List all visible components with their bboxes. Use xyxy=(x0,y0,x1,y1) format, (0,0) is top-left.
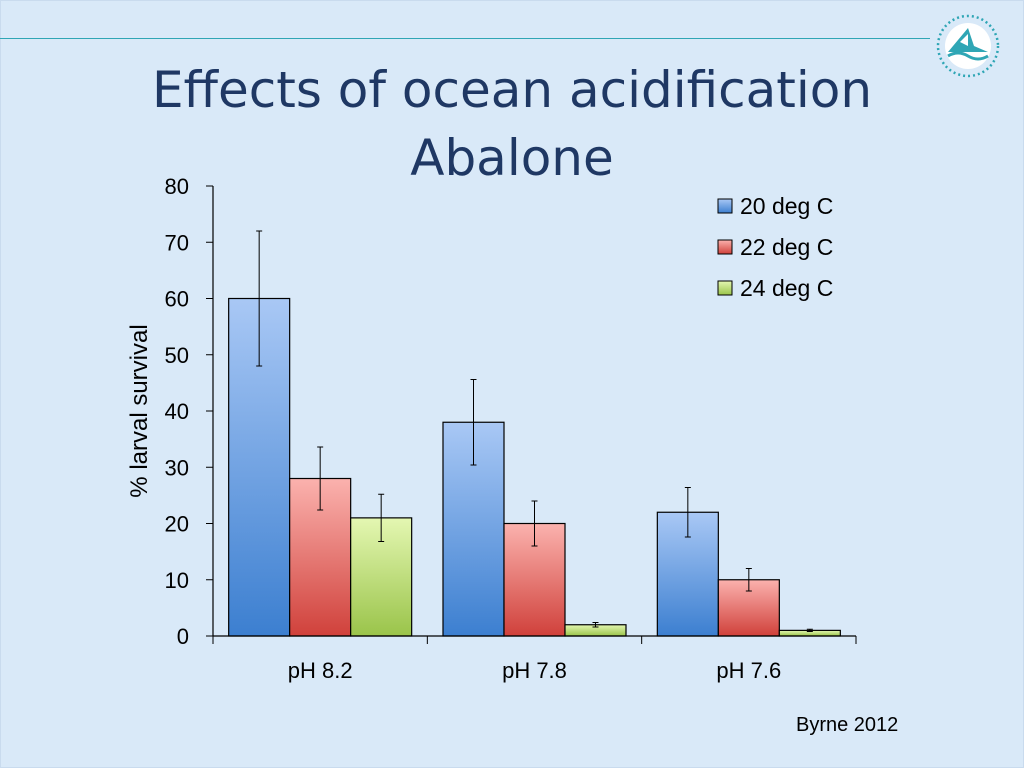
wave-boat-logo-icon xyxy=(936,14,1000,78)
axes-layer: 0 10 20 30 40 50 60 70 80 pH 8.2 pH 7.8 pH 7.6 % lar… xyxy=(126,174,857,683)
legend-swatch-2 xyxy=(717,239,733,255)
legend-swatch-1 xyxy=(717,198,733,214)
legend-label-3: 24 deg C xyxy=(740,275,833,301)
error-bar-2-2 xyxy=(531,500,538,547)
title-line-1: Effects of ocean acidification xyxy=(151,61,873,119)
error-bar-3-3 xyxy=(806,628,813,632)
x-category-label-3: pH 7.6 xyxy=(716,658,781,683)
error-bar-1-1 xyxy=(256,230,263,367)
error-bar-1-2 xyxy=(317,446,324,511)
y-tick-label-20: 20 xyxy=(165,512,189,537)
y-tick-label-60: 60 xyxy=(165,287,189,312)
y-tick-label-70: 70 xyxy=(165,230,189,255)
top-divider xyxy=(0,38,930,39)
y-tick-label-10: 10 xyxy=(165,568,189,593)
y-tick-label-40: 40 xyxy=(165,399,189,424)
y-axis-title: % larval survival xyxy=(126,324,153,497)
legend: 20 deg C 22 deg C 24 deg C xyxy=(717,193,833,301)
error-bar-2-3 xyxy=(592,622,599,628)
x-category-label-2: pH 7.8 xyxy=(502,658,567,683)
y-tick-label-50: 50 xyxy=(165,343,189,368)
legend-label-2: 22 deg C xyxy=(740,234,833,260)
y-tick-label-30: 30 xyxy=(165,455,189,480)
y-tick-label-0: 0 xyxy=(177,624,189,649)
error-bar-3-2 xyxy=(745,568,752,592)
y-tick-label-80: 80 xyxy=(165,174,189,199)
x-category-label-1: pH 8.2 xyxy=(288,658,353,683)
error-bar-3-1 xyxy=(684,487,691,538)
error-bar-2-1 xyxy=(470,379,477,466)
bars-layer xyxy=(228,230,841,637)
legend-swatch-3 xyxy=(717,280,733,296)
error-bar-1-3 xyxy=(378,493,385,542)
legend-label-1: 20 deg C xyxy=(740,193,833,219)
title-line-2: Abalone xyxy=(410,129,614,187)
slide-title: Effects of ocean acidification Abalone xyxy=(0,56,1024,192)
source-credit: Byrne 2012 xyxy=(796,714,899,736)
